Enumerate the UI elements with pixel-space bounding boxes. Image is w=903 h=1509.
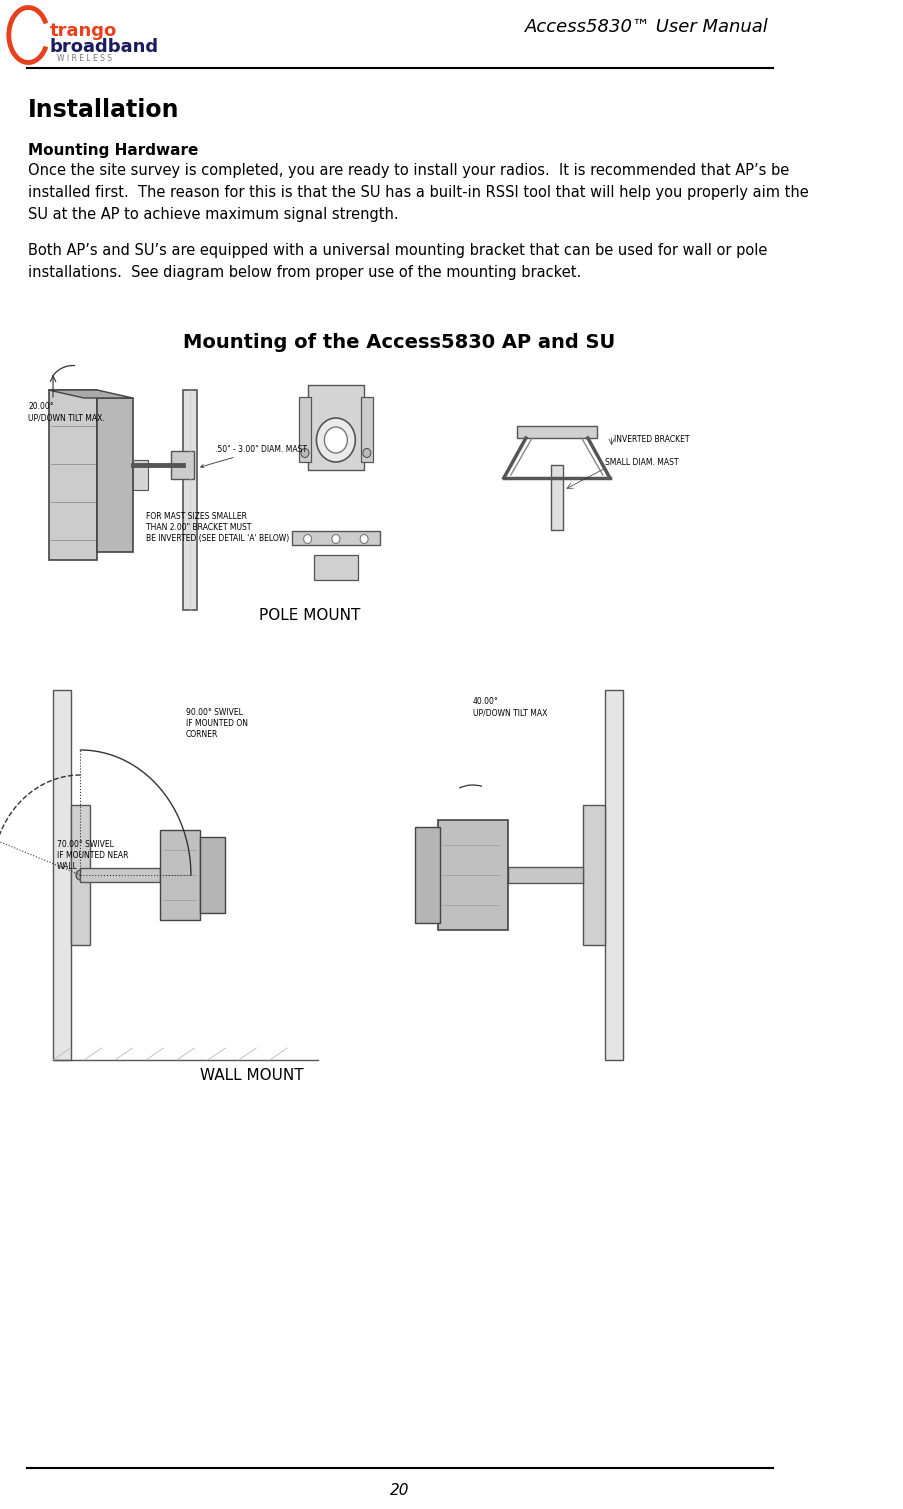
Text: 90.00° SWIVEL
IF MOUNTED ON
CORNER: 90.00° SWIVEL IF MOUNTED ON CORNER: [185, 708, 247, 739]
Bar: [415, 827, 440, 924]
Circle shape: [301, 448, 309, 457]
Bar: [313, 555, 358, 579]
Bar: [80, 868, 160, 881]
Text: INVERTED BRACKET: INVERTED BRACKET: [614, 435, 689, 444]
Bar: [550, 465, 563, 530]
Circle shape: [316, 418, 355, 462]
Bar: [182, 389, 197, 610]
Circle shape: [359, 534, 368, 543]
Text: Mounting of the Access5830 AP and SU: Mounting of the Access5830 AP and SU: [183, 333, 615, 352]
Circle shape: [303, 534, 312, 543]
Bar: [53, 690, 70, 1059]
Bar: [605, 690, 622, 1059]
Bar: [292, 531, 379, 545]
Bar: [160, 830, 200, 920]
Text: POLE MOUNT: POLE MOUNT: [258, 608, 359, 623]
Text: 20.00°
UP/DOWN TILT MAX.: 20.00° UP/DOWN TILT MAX.: [28, 401, 105, 423]
Bar: [98, 398, 133, 552]
Text: SMALL DIAM. MAST: SMALL DIAM. MAST: [605, 459, 678, 466]
Text: Installation: Installation: [28, 98, 180, 122]
Bar: [437, 819, 507, 930]
Text: WALL MOUNT: WALL MOUNT: [200, 1068, 303, 1083]
Polygon shape: [49, 389, 133, 398]
Text: 40.00°
UP/DOWN TILT MAX: 40.00° UP/DOWN TILT MAX: [472, 697, 546, 717]
Bar: [49, 389, 98, 560]
Bar: [517, 426, 596, 438]
Bar: [70, 804, 90, 945]
Text: .50" - 3.00" DIAM. MAST: .50" - 3.00" DIAM. MAST: [200, 445, 306, 468]
Text: W I R E L E S S: W I R E L E S S: [57, 54, 111, 63]
Text: trango: trango: [50, 23, 116, 41]
Bar: [307, 385, 364, 469]
Bar: [582, 804, 605, 945]
Bar: [360, 397, 373, 462]
Circle shape: [324, 427, 347, 453]
Bar: [133, 460, 148, 490]
Text: FOR MAST SIZES SMALLER
THAN 2.00" BRACKET MUST
BE INVERTED (SEE DETAIL 'A' BELOW: FOR MAST SIZES SMALLER THAN 2.00" BRACKE…: [145, 512, 289, 543]
Bar: [507, 868, 582, 883]
Text: Access5830™ User Manual: Access5830™ User Manual: [525, 18, 768, 36]
Bar: [200, 837, 224, 913]
Circle shape: [362, 448, 370, 457]
Text: Once the site survey is completed, you are ready to install your radios.  It is : Once the site survey is completed, you a…: [28, 163, 808, 222]
Text: broadband: broadband: [50, 38, 158, 56]
Circle shape: [76, 871, 85, 880]
Bar: [171, 451, 193, 478]
Text: Both AP’s and SU’s are equipped with a universal mounting bracket that can be us: Both AP’s and SU’s are equipped with a u…: [28, 243, 767, 281]
Text: 20: 20: [389, 1483, 409, 1498]
Text: Mounting Hardware: Mounting Hardware: [28, 143, 199, 158]
Text: 70.00° SWIVEL
IF MOUNTED NEAR
WALL: 70.00° SWIVEL IF MOUNTED NEAR WALL: [57, 841, 128, 871]
Bar: [298, 397, 311, 462]
Circle shape: [331, 534, 340, 543]
